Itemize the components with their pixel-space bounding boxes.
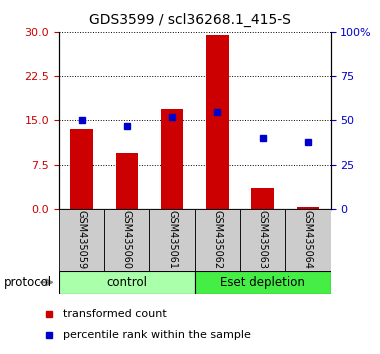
Text: GSM435062: GSM435062 [212, 210, 222, 269]
Bar [59, 209, 104, 271]
Bar [104, 209, 149, 271]
Bar [70, 129, 93, 209]
Bar [195, 271, 331, 294]
Text: protocol: protocol [4, 276, 52, 289]
Text: percentile rank within the sample: percentile rank within the sample [63, 330, 251, 341]
Bar [195, 209, 240, 271]
Text: GSM435063: GSM435063 [258, 210, 268, 269]
Text: GDS3599 / scl36268.1_415-S: GDS3599 / scl36268.1_415-S [89, 12, 291, 27]
Text: GSM435064: GSM435064 [303, 210, 313, 269]
Text: GSM435060: GSM435060 [122, 210, 132, 269]
Text: GSM435059: GSM435059 [76, 210, 87, 269]
Bar [240, 209, 285, 271]
Bar [116, 153, 138, 209]
Bar [59, 271, 195, 294]
Bar [149, 209, 195, 271]
Bar [297, 207, 319, 209]
Bar [206, 35, 229, 209]
Text: GSM435061: GSM435061 [167, 210, 177, 269]
Text: control: control [106, 276, 147, 289]
Bar [161, 109, 184, 209]
Text: transformed count: transformed count [63, 309, 167, 319]
Bar [251, 188, 274, 209]
Bar [285, 209, 331, 271]
Text: Eset depletion: Eset depletion [220, 276, 305, 289]
